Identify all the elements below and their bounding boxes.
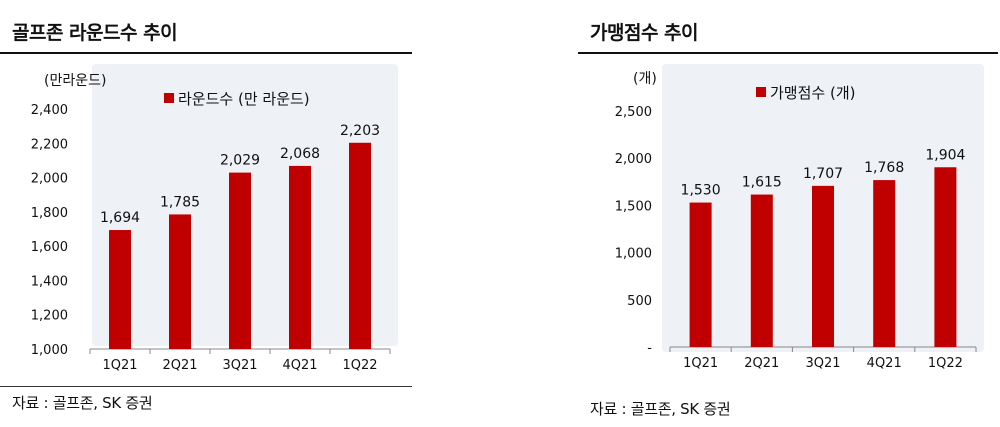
x-tick-label: 1Q21 <box>683 356 718 371</box>
x-tick-label: 4Q21 <box>282 358 317 373</box>
y-tick-label: 1,800 <box>31 206 68 221</box>
y-tick-label: 1,600 <box>31 240 68 255</box>
source-note: 자료 : 골프존, SK 증권 <box>590 400 731 418</box>
x-tick-label: 1Q21 <box>102 358 137 373</box>
data-label: 1,530 <box>681 183 721 199</box>
data-label: 1,904 <box>925 147 965 163</box>
x-tick-label: 4Q21 <box>867 356 902 371</box>
chart-title: 골프존 라운드수 추이 <box>12 22 178 44</box>
data-label: 1,707 <box>803 166 843 182</box>
y-tick-label: 1,000 <box>31 343 68 358</box>
y-tick-label: 2,500 <box>615 105 652 120</box>
legend-label: 가맹점수 (개) <box>770 84 855 102</box>
y-axis-unit: (만라운드) <box>44 73 106 89</box>
bar <box>349 142 371 349</box>
bar <box>934 167 957 347</box>
y-tick-label: 500 <box>627 294 652 309</box>
x-tick-label: 3Q21 <box>805 356 840 371</box>
y-tick-label: 1,400 <box>31 274 68 289</box>
y-tick-label: 2,000 <box>31 172 68 187</box>
bar <box>689 202 712 347</box>
y-tick-label: 2,000 <box>615 152 652 167</box>
legend-swatch <box>164 93 174 103</box>
data-label: 2,203 <box>340 123 380 139</box>
bar-chart-franchises: - 500 1,000 1,500 2,000 2,500 (개) 가맹점수 (개) 1,530… <box>615 71 977 371</box>
source-divider <box>0 386 412 387</box>
x-tick-label: 3Q21 <box>222 358 257 373</box>
legend-swatch <box>756 87 766 97</box>
x-tick-label: 2Q21 <box>162 358 197 373</box>
y-tick-label: 2,400 <box>31 103 68 118</box>
y-tick-label: 1,200 <box>31 309 68 324</box>
legend-label: 라운드수 (만 라운드) <box>178 90 310 108</box>
x-tick-label: 2Q21 <box>744 356 779 371</box>
bar <box>109 230 131 349</box>
y-tick-label: 2,200 <box>31 137 68 152</box>
data-label: 2,029 <box>220 153 260 169</box>
bar <box>812 185 834 347</box>
data-label: 1,768 <box>864 160 904 176</box>
data-label: 1,694 <box>100 210 140 226</box>
title-underline <box>0 52 412 54</box>
y-tick-label: 1,500 <box>615 199 652 214</box>
bar <box>873 180 896 347</box>
bar <box>750 194 773 347</box>
chart-panel-rounds: 골프존 라운드수 추이 1,000 1,200 1,400 1,600 1,800 2,0… <box>0 0 420 427</box>
y-tick-label: 1,000 <box>615 247 652 262</box>
bar-chart-rounds: 1,000 1,200 1,400 1,600 1,800 2,000 2,200 2,400… <box>31 73 391 373</box>
x-tick-label: 1Q22 <box>928 356 963 371</box>
bar <box>289 165 311 349</box>
chart-title: 가맹점수 추이 <box>590 22 699 44</box>
y-axis-unit: (개) <box>633 71 657 87</box>
data-label: 1,615 <box>742 175 782 191</box>
x-tick-label: 1Q22 <box>342 358 377 373</box>
data-label: 2,068 <box>280 146 320 162</box>
data-label: 1,785 <box>160 194 200 210</box>
y-tick-label: - <box>647 341 652 356</box>
source-note: 자료 : 골프존, SK 증권 <box>12 394 153 412</box>
title-underline <box>578 52 998 54</box>
bar <box>169 214 191 349</box>
bar <box>229 172 251 349</box>
chart-panel-franchises: 가맹점수 추이 - 500 1,000 1,500 2,000 2,500 (개) 가맹점수 … <box>578 0 1000 427</box>
